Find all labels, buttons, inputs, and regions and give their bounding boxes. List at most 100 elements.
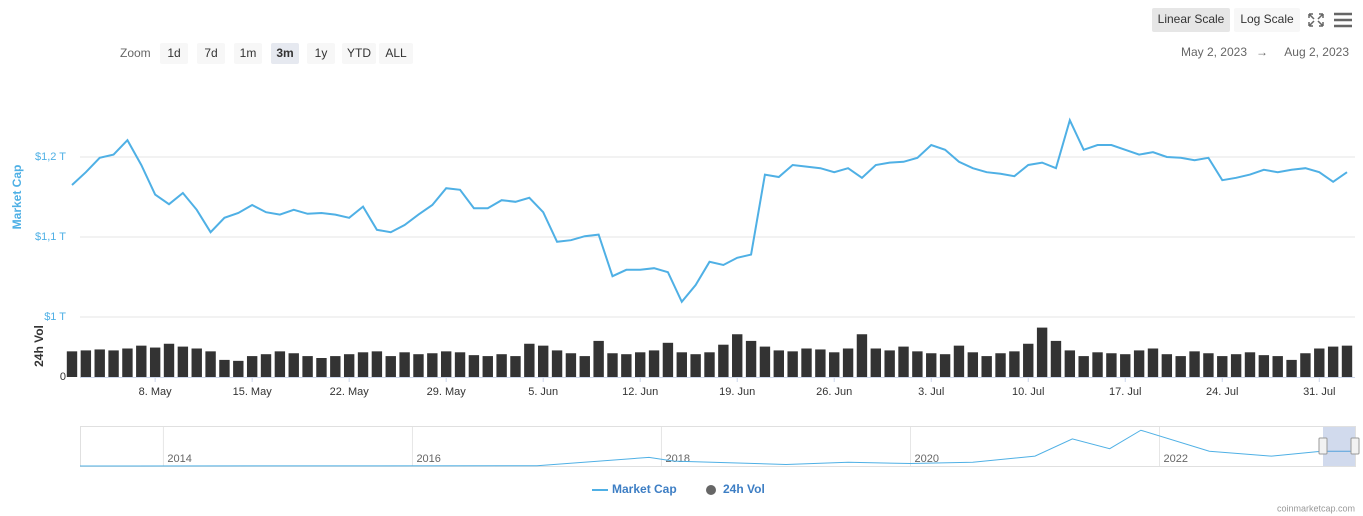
x-tick-label: 10. Jul (1012, 386, 1044, 398)
volume-bar (537, 345, 549, 377)
volume-bar (330, 356, 341, 377)
volume-bar (1327, 346, 1339, 377)
volume-bar (1272, 356, 1283, 377)
volume-bar (496, 354, 507, 377)
x-tick-label: 22. May (330, 386, 370, 398)
volume-bar (1147, 348, 1159, 377)
volume-bar (773, 350, 784, 377)
volume-bar (399, 352, 410, 377)
zoom-button-bg[interactable] (234, 43, 262, 64)
zoom-button-bg[interactable] (379, 43, 413, 64)
legend-label[interactable]: Market Cap (612, 482, 677, 496)
y-axis-title: Market Cap (10, 165, 24, 230)
x-tick-label: 26. Jun (816, 386, 852, 398)
x-tick-label: 17. Jul (1109, 386, 1141, 398)
volume-bar (94, 349, 105, 377)
volume-bar (912, 351, 923, 377)
y2-tick-label: 0 (60, 371, 66, 383)
x-tick-label: 24. Jul (1206, 386, 1238, 398)
volume-bar (1133, 350, 1145, 377)
volume-bar (108, 350, 119, 377)
credit: coinmarketcap.com (1277, 503, 1355, 513)
volume-bar (884, 350, 895, 377)
navigator-handle[interactable] (1350, 437, 1360, 455)
menu-icon[interactable] (1334, 12, 1352, 28)
zoom-button-bg[interactable] (160, 43, 188, 64)
zoom-button[interactable]: ALL (385, 46, 407, 60)
x-tick-label: 8. May (139, 386, 173, 398)
volume-bar (1009, 351, 1020, 377)
volume-bar (745, 340, 757, 377)
volume-bar (1120, 354, 1131, 377)
volume-bar (1050, 340, 1062, 377)
zoom-button[interactable]: 3m (276, 46, 293, 60)
volume-bar (136, 345, 147, 377)
volume-bar (607, 353, 618, 377)
volume-bar (385, 356, 396, 377)
x-tick-label: 15. May (233, 386, 273, 398)
volume-bar (593, 340, 604, 377)
zoom-button[interactable]: YTD (347, 46, 371, 60)
volume-bar (371, 351, 383, 377)
volume-bar (1036, 327, 1048, 377)
zoom-button[interactable]: 1d (167, 46, 180, 60)
zoom-button[interactable]: 1m (240, 46, 257, 60)
volume-bar (302, 356, 313, 377)
volume-bar (1023, 343, 1034, 377)
volume-bar (246, 356, 258, 377)
legend-label[interactable]: 24h Vol (723, 482, 765, 496)
volume-bar (939, 354, 951, 377)
volume-bar (759, 346, 771, 377)
volume-bar (524, 343, 535, 377)
volume-bar (413, 354, 424, 377)
scale-button[interactable]: Log Scale (1240, 12, 1294, 26)
volume-bar (1189, 351, 1200, 377)
navigator-tick-label: 2014 (167, 453, 191, 465)
zoom-button-bg[interactable] (271, 43, 299, 64)
scale-button-bg[interactable] (1234, 8, 1300, 32)
y2-axis-title: 24h Vol (32, 325, 46, 367)
volume-bar (122, 348, 133, 377)
navigator-tick-label: 2016 (416, 453, 440, 465)
x-tick-label: 31. Jul (1303, 386, 1335, 398)
volume-bar (815, 349, 826, 377)
zoom-button-bg[interactable] (342, 43, 376, 64)
fullscreen-icon[interactable] (1308, 13, 1324, 27)
volume-bar (343, 354, 355, 377)
volume-bar (468, 355, 480, 377)
volume-bar (66, 351, 78, 377)
legend-symbol[interactable] (706, 485, 716, 495)
volume-bar (732, 334, 743, 377)
volume-bar (842, 348, 854, 377)
zoom-button-bg[interactable] (197, 43, 225, 64)
volume-bar (316, 358, 327, 377)
volume-bar (219, 359, 230, 377)
volume-bar (565, 353, 577, 377)
market-cap-line (71, 117, 1348, 304)
navigator-handle[interactable] (1318, 437, 1328, 455)
volume-bar (801, 348, 812, 377)
x-tick-label: 3. Jul (918, 386, 944, 398)
volume-bar (1092, 352, 1103, 377)
volume-bar (427, 353, 438, 377)
zoom-button-bg[interactable] (307, 43, 335, 64)
volume-bar (621, 354, 632, 377)
volume-bar (1244, 352, 1256, 377)
zoom-button[interactable]: 1y (315, 46, 328, 60)
volume-bar (718, 344, 729, 377)
volume-bar (995, 353, 1006, 377)
volume-bar (953, 345, 965, 377)
volume-bar (1230, 354, 1242, 377)
navigator-selection[interactable] (1323, 427, 1355, 466)
scale-button-bg[interactable] (1152, 8, 1230, 32)
scale-button[interactable]: Linear Scale (1158, 12, 1225, 26)
volume-bar (274, 351, 286, 377)
volume-bar (1300, 353, 1311, 377)
x-tick-label: 12. Jun (622, 386, 658, 398)
volume-bar (163, 343, 175, 377)
volume-bar (1217, 356, 1228, 377)
volume-bar (1106, 353, 1117, 377)
volume-bar (898, 346, 909, 377)
zoom-button[interactable]: 7d (204, 46, 217, 60)
